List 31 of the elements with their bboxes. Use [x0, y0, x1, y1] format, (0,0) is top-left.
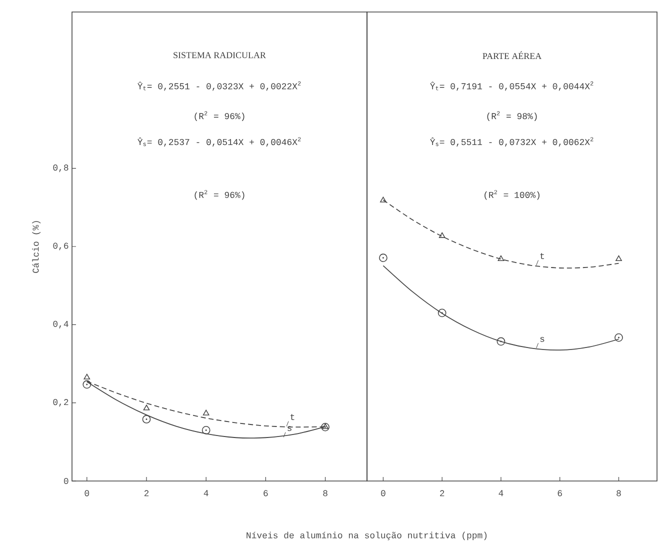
x-tick-label: 6: [264, 490, 268, 496]
y-tick-label: 0: [64, 478, 68, 484]
x-tick-label: 0: [381, 490, 386, 496]
annotation: t: [540, 252, 544, 260]
annotation: t: [290, 414, 294, 420]
annotation: Ŷ$_{s}$= 0,5511 - 0,0732X + 0,0062X$^{2}$: [430, 137, 594, 147]
x-tick-label: 4: [204, 490, 208, 496]
x-tick-label: 0: [84, 490, 90, 496]
x-tick-label: 8: [616, 490, 621, 496]
x-tick-label: 6: [558, 490, 562, 496]
text: SISTEMA RADICULAR: [174, 52, 266, 58]
y-tick-label: 0,8: [53, 164, 68, 172]
annotation: Ŷ$_{s}$= 0,2537 - 0,0514X + 0,0046X$^{2}$: [138, 137, 301, 147]
x-tick-label: 4: [498, 490, 504, 496]
annotation: (R$^{2}$ = 96%): [194, 190, 244, 200]
y-tick-label: 0,2: [53, 399, 68, 407]
annotation: Ŷ$_{t}$= 0,7191 - 0,0554X + 0,0044X$^{2}$: [430, 81, 594, 91]
y-tick-label: 0,4: [53, 320, 68, 328]
annotation: (R$^{2}$ = 100%): [484, 190, 540, 200]
annotation: s: [540, 336, 544, 342]
annotation: Ŷ$_{t}$= 0,2551 - 0,0323X + 0,0022X$^{2}$: [138, 81, 301, 91]
y-axis-title: Cálcio (%): [32, 221, 41, 273]
y-tick-label: 0,6: [53, 242, 68, 250]
x-tick-label: 2: [144, 490, 149, 496]
text: PARTE AÉREA: [482, 51, 542, 59]
annotation: s: [288, 426, 292, 432]
x-tick-label: 8: [323, 490, 328, 496]
x-tick-label: 2: [440, 490, 444, 496]
annotation: (R$^{2}$ = 96%): [194, 111, 244, 121]
annotation: (R$^{2}$ = 98%): [487, 111, 537, 121]
x-axis-title: Níveis de alumínio na solução nutritiva (ppm): [246, 532, 487, 540]
